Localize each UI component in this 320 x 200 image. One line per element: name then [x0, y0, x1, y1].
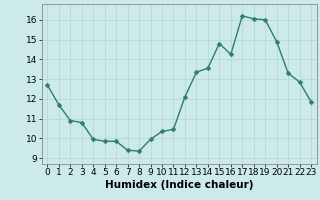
X-axis label: Humidex (Indice chaleur): Humidex (Indice chaleur) — [105, 180, 253, 190]
